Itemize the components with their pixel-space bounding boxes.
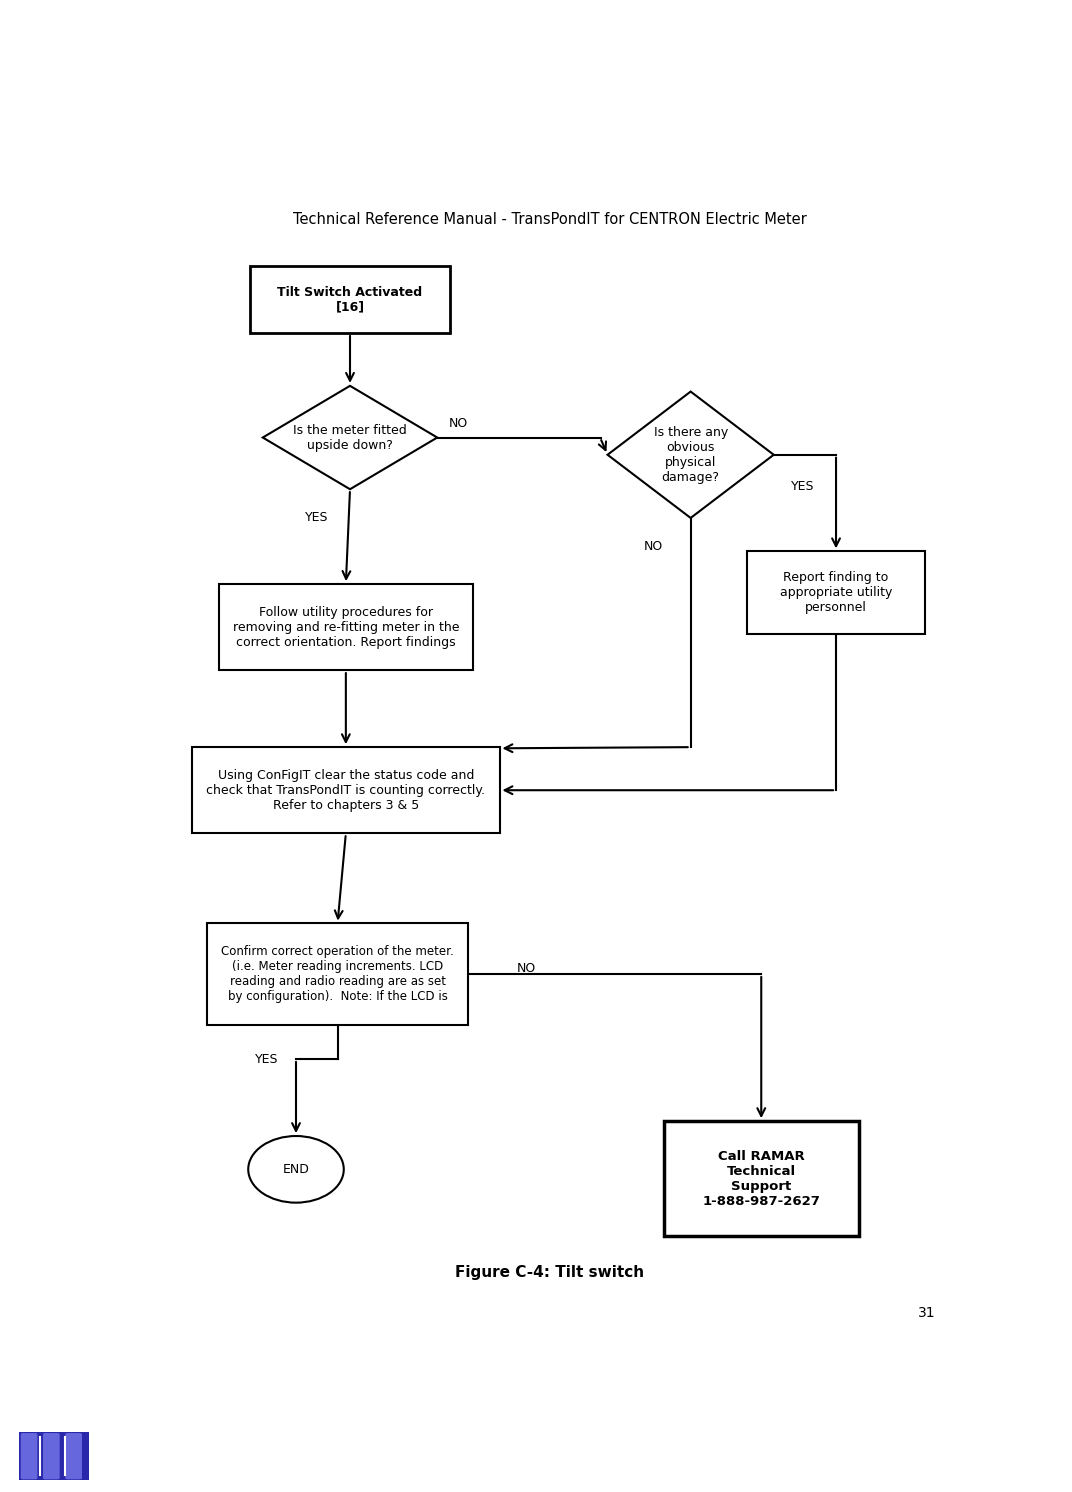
Text: YES: YES: [791, 480, 815, 494]
Text: 31: 31: [918, 1306, 936, 1320]
FancyBboxPatch shape: [192, 747, 500, 834]
Text: NO: NO: [643, 540, 662, 554]
Text: NO: NO: [448, 418, 467, 430]
Text: YES: YES: [306, 512, 328, 525]
Text: Call RAMAR
Technical
Support
1-888-987-2627: Call RAMAR Technical Support 1-888-987-2…: [702, 1149, 820, 1207]
Text: Tilt Switch Activated
[16]: Tilt Switch Activated [16]: [278, 285, 422, 313]
FancyBboxPatch shape: [664, 1120, 859, 1235]
FancyBboxPatch shape: [747, 551, 925, 634]
Text: Technical Reference Manual - TransPondIT for CENTRON Electric Meter: Technical Reference Manual - TransPondIT…: [293, 212, 806, 227]
Text: Is the meter fitted
upside down?: Is the meter fitted upside down?: [293, 424, 407, 452]
Text: Report finding to
appropriate utility
personnel: Report finding to appropriate utility pe…: [779, 571, 892, 615]
Text: YES: YES: [255, 1052, 279, 1065]
FancyBboxPatch shape: [207, 924, 468, 1025]
FancyBboxPatch shape: [66, 1434, 81, 1479]
Polygon shape: [608, 391, 774, 518]
FancyBboxPatch shape: [219, 583, 473, 670]
Text: NO: NO: [517, 962, 536, 974]
FancyBboxPatch shape: [21, 1434, 36, 1479]
Ellipse shape: [249, 1135, 344, 1203]
Polygon shape: [263, 386, 437, 489]
Text: Confirm correct operation of the meter.
(i.e. Meter reading increments. LCD
read: Confirm correct operation of the meter. …: [221, 944, 453, 1003]
Text: Follow utility procedures for
removing and re-fitting meter in the
correct orien: Follow utility procedures for removing a…: [233, 606, 459, 649]
Text: Using ConFigIT clear the status code and
check that TransPondIT is counting corr: Using ConFigIT clear the status code and…: [206, 768, 486, 812]
FancyBboxPatch shape: [251, 267, 450, 333]
FancyBboxPatch shape: [44, 1434, 59, 1479]
Text: Is there any
obvious
physical
damage?: Is there any obvious physical damage?: [654, 425, 728, 483]
Text: Figure C-4: Tilt switch: Figure C-4: Tilt switch: [455, 1265, 644, 1280]
Text: END: END: [283, 1162, 310, 1176]
